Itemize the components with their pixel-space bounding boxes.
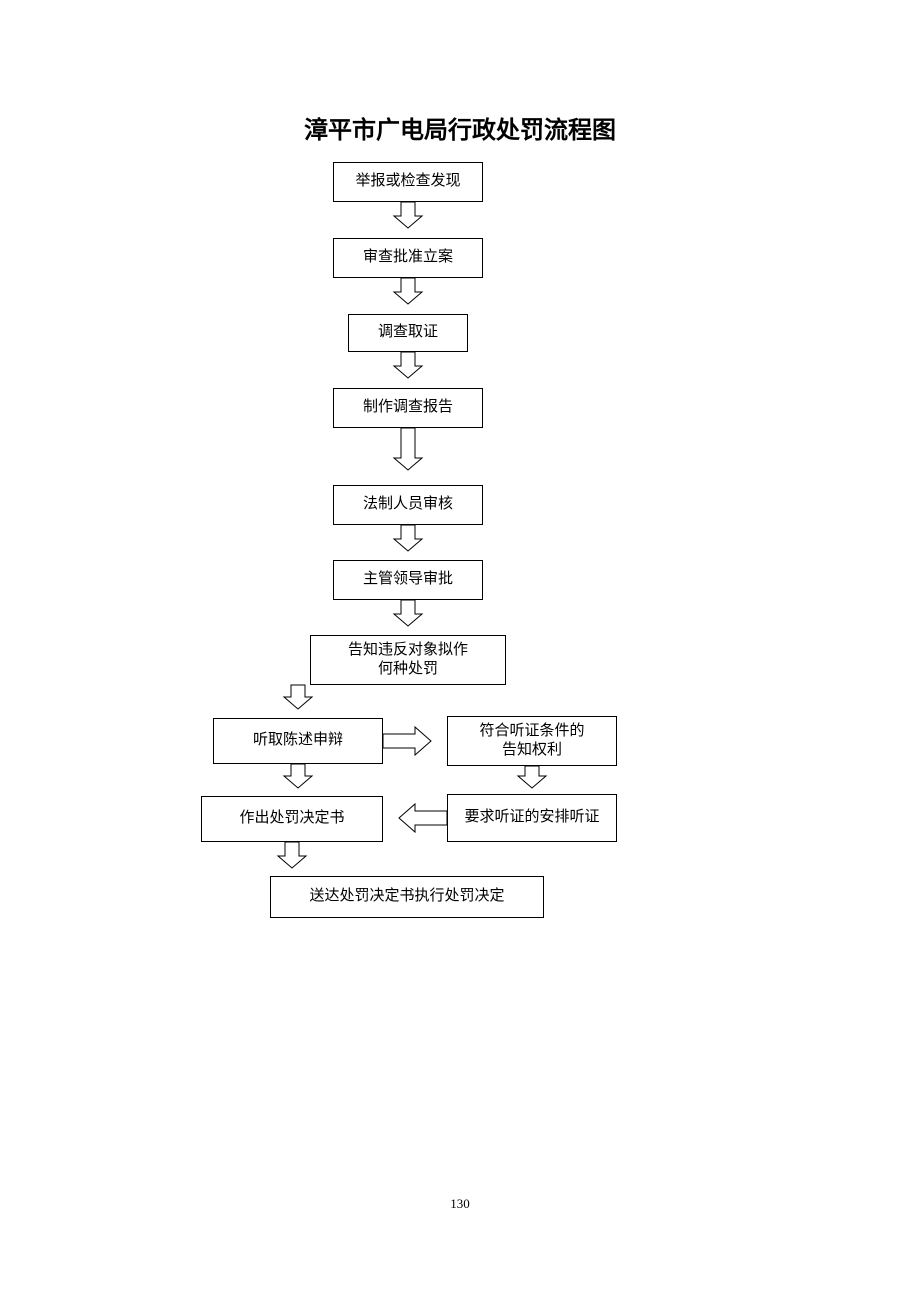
arrow-icon [394,525,422,551]
arrow-icon [284,685,312,709]
arrow-icon [383,727,431,755]
arrow-icon [394,202,422,228]
flow-node-n3: 调查取证 [348,314,468,352]
flow-node-n11: 要求听证的安排听证 [447,794,617,842]
arrow-icon [278,842,306,868]
arrow-icon [394,600,422,626]
flowchart-title: 漳平市广电局行政处罚流程图 [0,110,920,145]
flow-node-n10: 作出处罚决定书 [201,796,383,842]
flow-node-n4: 制作调查报告 [333,388,483,428]
arrow-icon [394,428,422,470]
flow-node-n9: 符合听证条件的告知权利 [447,716,617,766]
flow-node-n1: 举报或检查发现 [333,162,483,202]
flow-node-n6: 主管领导审批 [333,560,483,600]
arrow-icon [284,764,312,788]
flow-node-n5: 法制人员审核 [333,485,483,525]
flow-node-n7: 告知违反对象拟作何种处罚 [310,635,506,685]
flow-node-n2: 审查批准立案 [333,238,483,278]
arrow-icon [394,278,422,304]
flow-node-n12: 送达处罚决定书执行处罚决定 [270,876,544,918]
page-number: 130 [0,1196,920,1212]
arrow-icon [399,804,447,832]
flow-node-n8: 听取陈述申辩 [213,718,383,764]
arrow-icon [518,766,546,788]
arrow-icon [394,352,422,378]
page-container: 漳平市广电局行政处罚流程图 举报或检查发现审查批准立案调查取证制作调查报告法制人… [0,0,920,1302]
